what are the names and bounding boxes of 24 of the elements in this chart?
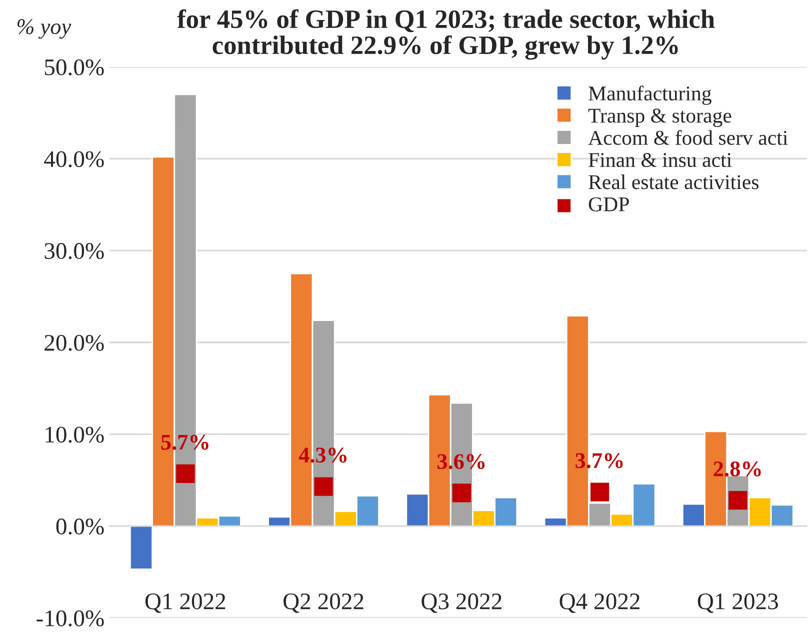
- y-tick-label: 20.0%: [44, 334, 104, 351]
- x-tick-label: Q4 2022: [560, 593, 640, 613]
- y-tick-label: 10.0%: [46, 426, 104, 443]
- x-tick-label: Q1 2023: [698, 593, 778, 613]
- point: [590, 482, 610, 502]
- x-tick-label: Q1 2022: [145, 593, 226, 613]
- legend-label: Manufacturing: [588, 86, 712, 105]
- point: [314, 477, 333, 496]
- legend-label: Finan & insu acti: [588, 153, 732, 168]
- chart-title: for 45% of GDP in Q1 2023; trade sector, which contributed 22.9% of GDP, grew by 1.2%: [177, 9, 715, 60]
- legend-label: Transp & storage: [588, 108, 732, 127]
- y-tick-label: 30.0%: [44, 243, 104, 260]
- y-axis-title: % yoy: [17, 19, 72, 39]
- y-tick-label: 40.0%: [44, 151, 104, 168]
- point: [176, 464, 195, 484]
- legend-label: Accom & food serv acti: [588, 130, 788, 145]
- legend-label: GDP: [588, 197, 629, 212]
- y-tick-label: 0.0%: [56, 518, 104, 535]
- x-tick-label: Q2 2022: [284, 593, 364, 613]
- y-tick-label: -10.0%: [36, 610, 104, 626]
- legend-label: Real estate activities: [588, 174, 758, 190]
- y-tick-label: 50.0%: [45, 59, 104, 76]
- x-tick-label: Q3 2022: [422, 593, 502, 613]
- point: [452, 484, 471, 502]
